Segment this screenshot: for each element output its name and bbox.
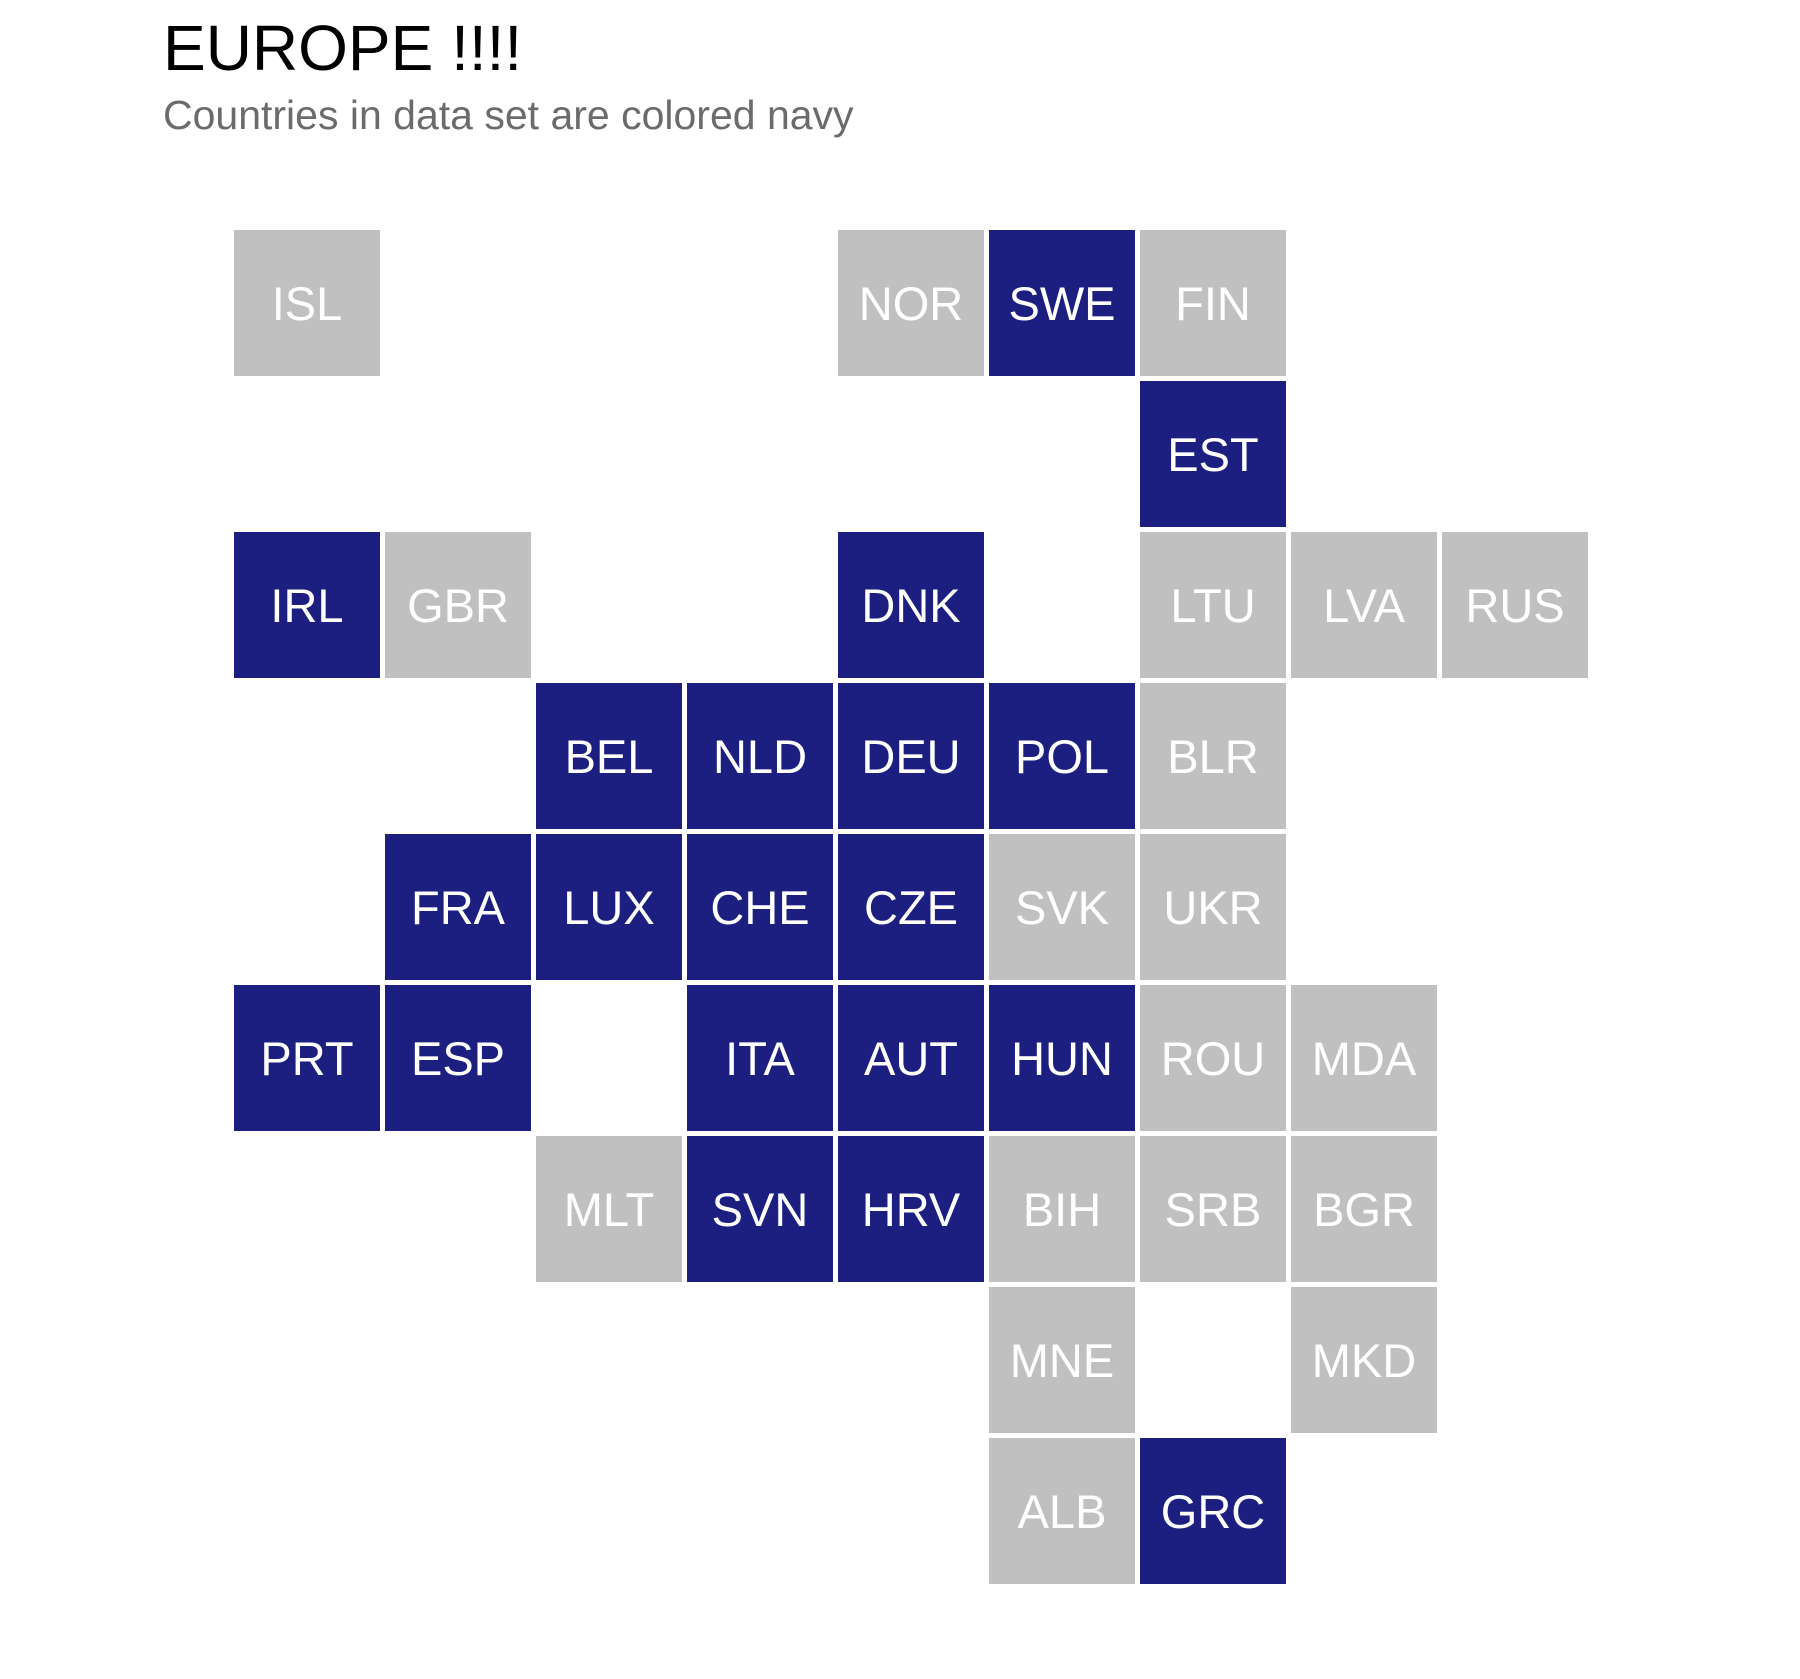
country-tile-fin: FIN — [1140, 230, 1286, 376]
country-tile-fra: FRA — [385, 834, 531, 980]
map-subtitle: Countries in data set are colored navy — [163, 92, 854, 138]
country-tile-bgr: BGR — [1291, 1136, 1437, 1282]
country-tile-bel: BEL — [536, 683, 682, 829]
country-tile-ltu: LTU — [1140, 532, 1286, 678]
country-tile-rus: RUS — [1442, 532, 1588, 678]
country-tile-isl: ISL — [234, 230, 380, 376]
country-tile-nor: NOR — [838, 230, 984, 376]
country-tile-grc: GRC — [1140, 1438, 1286, 1584]
country-tile-ukr: UKR — [1140, 834, 1286, 980]
country-tile-gbr: GBR — [385, 532, 531, 678]
country-tile-mlt: MLT — [536, 1136, 682, 1282]
country-tile-svn: SVN — [687, 1136, 833, 1282]
country-tile-mne: MNE — [989, 1287, 1135, 1433]
map-title: EUROPE !!!! — [163, 12, 523, 84]
country-tile-cze: CZE — [838, 834, 984, 980]
country-tile-aut: AUT — [838, 985, 984, 1131]
country-tile-mda: MDA — [1291, 985, 1437, 1131]
country-tile-pol: POL — [989, 683, 1135, 829]
country-tile-svk: SVK — [989, 834, 1135, 980]
country-tile-esp: ESP — [385, 985, 531, 1131]
country-tile-blr: BLR — [1140, 683, 1286, 829]
country-tile-est: EST — [1140, 381, 1286, 527]
country-tile-rou: ROU — [1140, 985, 1286, 1131]
country-tile-prt: PRT — [234, 985, 380, 1131]
country-tile-hrv: HRV — [838, 1136, 984, 1282]
country-tile-che: CHE — [687, 834, 833, 980]
country-tile-srb: SRB — [1140, 1136, 1286, 1282]
country-tile-lva: LVA — [1291, 532, 1437, 678]
country-tile-alb: ALB — [989, 1438, 1135, 1584]
country-tile-bih: BIH — [989, 1136, 1135, 1282]
country-tile-swe: SWE — [989, 230, 1135, 376]
country-tile-dnk: DNK — [838, 532, 984, 678]
country-tile-irl: IRL — [234, 532, 380, 678]
country-tile-nld: NLD — [687, 683, 833, 829]
country-tile-mkd: MKD — [1291, 1287, 1437, 1433]
country-tile-ita: ITA — [687, 985, 833, 1131]
country-tile-hun: HUN — [989, 985, 1135, 1131]
country-tile-deu: DEU — [838, 683, 984, 829]
country-tile-lux: LUX — [536, 834, 682, 980]
